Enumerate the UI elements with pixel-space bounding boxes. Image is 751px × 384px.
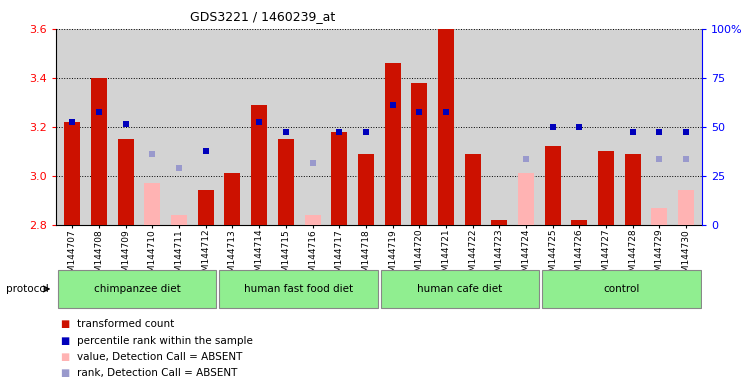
Text: human fast food diet: human fast food diet bbox=[244, 284, 353, 294]
Bar bbox=[171, 215, 187, 225]
Bar bbox=[518, 173, 534, 225]
Text: control: control bbox=[603, 284, 640, 294]
Bar bbox=[651, 207, 668, 225]
Bar bbox=[625, 154, 641, 225]
Bar bbox=[572, 220, 587, 225]
Text: chimpanzee diet: chimpanzee diet bbox=[94, 284, 180, 294]
Bar bbox=[198, 190, 214, 225]
Text: value, Detection Call = ABSENT: value, Detection Call = ABSENT bbox=[77, 352, 242, 362]
Bar bbox=[251, 105, 267, 225]
Bar bbox=[598, 151, 614, 225]
Bar bbox=[225, 173, 240, 225]
Bar bbox=[412, 83, 427, 225]
Bar bbox=[144, 183, 161, 225]
Text: GDS3221 / 1460239_at: GDS3221 / 1460239_at bbox=[190, 10, 336, 23]
Text: transformed count: transformed count bbox=[77, 319, 173, 329]
Text: protocol: protocol bbox=[6, 284, 49, 294]
Text: ■: ■ bbox=[60, 368, 69, 378]
Bar bbox=[465, 154, 481, 225]
Bar bbox=[678, 190, 694, 225]
Text: ■: ■ bbox=[60, 319, 69, 329]
Bar bbox=[651, 207, 668, 225]
Bar bbox=[91, 78, 107, 225]
Text: ■: ■ bbox=[60, 352, 69, 362]
Bar bbox=[304, 215, 321, 225]
Bar bbox=[438, 29, 454, 225]
Text: ■: ■ bbox=[60, 336, 69, 346]
Bar bbox=[542, 270, 701, 308]
Bar bbox=[331, 132, 347, 225]
Bar bbox=[118, 139, 134, 225]
Bar bbox=[278, 139, 294, 225]
Bar bbox=[219, 270, 378, 308]
Bar bbox=[385, 63, 400, 225]
Text: human cafe diet: human cafe diet bbox=[418, 284, 502, 294]
Bar bbox=[58, 270, 216, 308]
Bar bbox=[491, 220, 508, 225]
Text: percentile rank within the sample: percentile rank within the sample bbox=[77, 336, 252, 346]
Text: rank, Detection Call = ABSENT: rank, Detection Call = ABSENT bbox=[77, 368, 237, 378]
Bar bbox=[381, 270, 539, 308]
Bar bbox=[358, 154, 374, 225]
Bar bbox=[65, 122, 80, 225]
Bar bbox=[544, 146, 561, 225]
